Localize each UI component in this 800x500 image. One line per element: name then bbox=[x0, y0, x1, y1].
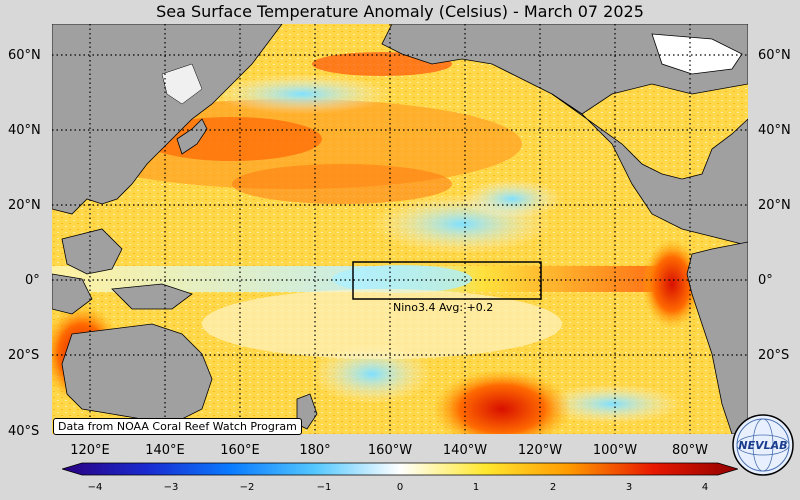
colorbar-tick: −4 bbox=[87, 482, 103, 493]
colorbar-tick: −3 bbox=[163, 482, 179, 493]
lat-label-left: 60°N bbox=[8, 48, 41, 63]
lat-label-right: 20°N bbox=[758, 198, 791, 213]
nino34-label: Nino3.4 Avg: +0.2 bbox=[393, 301, 493, 314]
lon-label: 160°E bbox=[220, 443, 260, 458]
colorbar-tick: 2 bbox=[549, 482, 557, 493]
lon-label: 160°W bbox=[367, 443, 413, 458]
lat-label-left: 40°N bbox=[8, 123, 41, 138]
colorbar-tick: 4 bbox=[701, 482, 709, 493]
lat-label-left: 20°N bbox=[8, 198, 41, 213]
lon-label: 120°E bbox=[70, 443, 110, 458]
lat-label-right: 20°S bbox=[758, 348, 790, 363]
lat-label-right: 0° bbox=[758, 273, 773, 288]
lat-label-left: 40°S bbox=[8, 424, 40, 439]
colorbar-tick: 0 bbox=[396, 482, 404, 493]
lon-label: 140°E bbox=[145, 443, 185, 458]
colorbar bbox=[62, 462, 738, 476]
data-credit: Data from NOAA Coral Reef Watch Program bbox=[53, 418, 302, 435]
lon-label: 100°W bbox=[592, 443, 638, 458]
lon-label: 180° bbox=[299, 443, 331, 458]
lat-label-left: 0° bbox=[25, 273, 40, 288]
logo-text: NEVLAB bbox=[738, 439, 787, 452]
nino34-box bbox=[352, 261, 542, 300]
colorbar-tick: −1 bbox=[316, 482, 332, 493]
lon-label: 140°W bbox=[442, 443, 488, 458]
lat-label-right: 40°N bbox=[758, 123, 791, 138]
map-title: Sea Surface Temperature Anomaly (Celsius… bbox=[156, 2, 644, 21]
colorbar-tick: 3 bbox=[625, 482, 633, 493]
colorbar-tick: −2 bbox=[239, 482, 255, 493]
lon-label: 80°W bbox=[672, 443, 708, 458]
colorbar-tick: 1 bbox=[472, 482, 480, 493]
lat-label-right: 60°N bbox=[758, 48, 791, 63]
lat-label-left: 20°S bbox=[8, 348, 40, 363]
lon-label: 120°W bbox=[517, 443, 563, 458]
nevlab-logo: NEVLAB bbox=[732, 414, 794, 476]
sst-anomaly-map: Nino3.4 Avg: +0.2 bbox=[52, 24, 748, 434]
